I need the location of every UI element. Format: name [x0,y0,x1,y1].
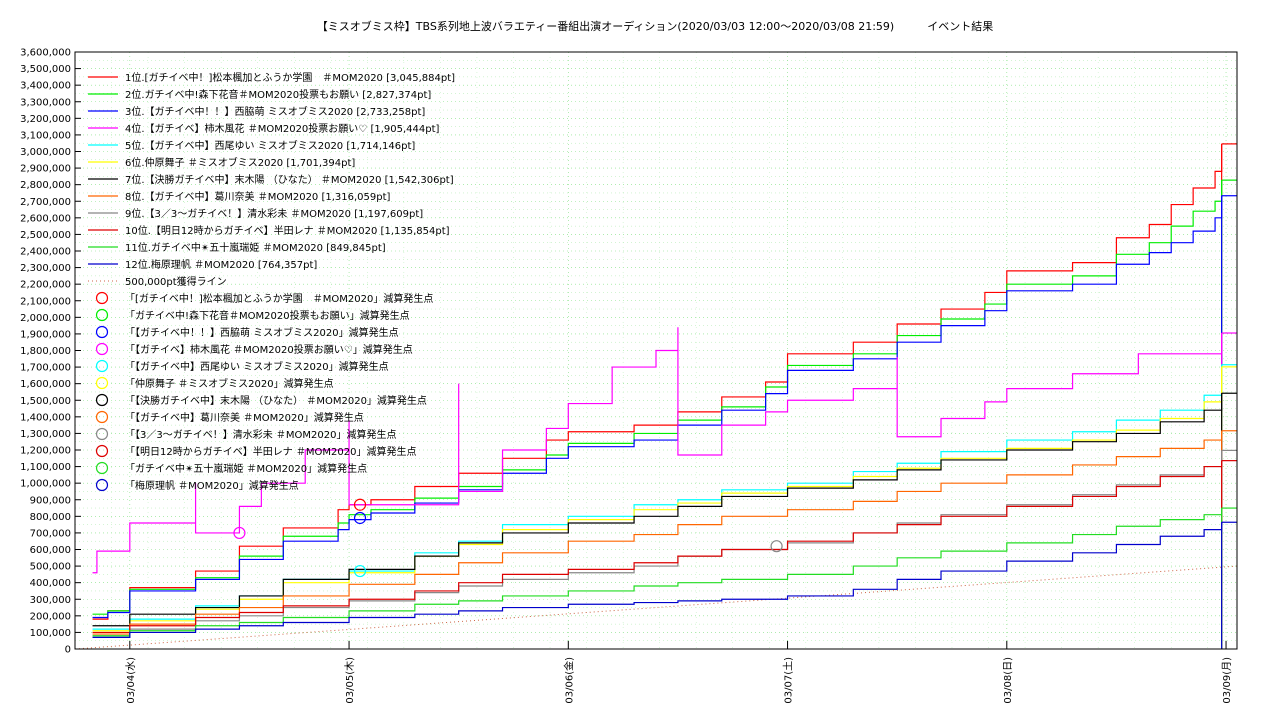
legend-marker [95,359,109,373]
y-tick-label: 3,400,000 [20,81,71,92]
legend: 1位.[ガチイベ中！]松本楓加とふうか学園 ＃MOM2020 [3,045,88… [88,71,455,492]
series-line-9 [92,450,1223,638]
legend-entry: 「【ガチイベ中】葛川奈美 ＃MOM2020」減算発生点 [125,411,364,424]
legend-entry: 6位.仲原舞子 ＃ミスオブミス2020 [1,701,394pt] [125,156,355,169]
y-tick-label: 1,600,000 [20,379,71,390]
y-tick-label: 1,200,000 [20,446,71,457]
legend-entry: 9位.【3／3〜ガチイベ！】清水彩未 ＃MOM2020 [1,197,609pt… [125,207,423,220]
legend-marker [95,444,109,458]
legend-entry: 「梅原理帆 ＃MOM2020」減算発生点 [125,479,299,492]
legend-marker [95,308,109,322]
legend-entry: 「仲原舞子 ＃ミスオブミス2020」減算発生点 [125,377,334,390]
y-tick-label: 200,000 [30,611,71,622]
y-tick-label: 1,500,000 [20,396,71,407]
y-tick-label: 3,500,000 [20,64,71,75]
series-line-11 [92,508,1223,637]
legend-entry: 8位.【ガチイベ中】葛川奈美 ＃MOM2020 [1,316,059pt] [125,190,391,203]
y-tick-label: 2,700,000 [20,197,71,208]
x-tick-label: 03/08(日) [1003,657,1014,704]
chart-title: 【ミスオブミス枠】TBS系列地上波バラエティー番組出演オーディション(2020/… [317,19,993,33]
series-line-4 [92,327,1223,574]
y-tick-label: 3,300,000 [20,97,71,108]
legend-entry: 「ガチイベ中!森下花音＃MOM2020投票もお願い」減算発生点 [125,309,410,322]
legend-entry: 5位.【ガチイベ中】西尾ゆい ミスオブミス2020 [1,714,146pt] [125,139,415,152]
legend-marker [95,325,109,339]
y-tick-label: 500,000 [30,562,71,573]
legend-entry: 3位.【ガチイベ中！！】西脇萌 ミスオブミス2020 [2,733,258pt] [125,105,425,118]
y-tick-label: 3,200,000 [20,114,71,125]
legend-entry: 11位.ガチイベ中✴︎五十嵐瑞姫 ＃MOM2020 [849,845pt] [125,241,386,254]
y-tick-label: 1,000,000 [20,479,71,490]
y-tick-label: 400,000 [30,578,71,589]
legend-entry: 「ガチイベ中✴︎五十嵐瑞姫 ＃MOM2020」減算発生点 [125,462,367,475]
legend-entry: 500,000pt獲得ライン [125,275,227,288]
y-tick-label: 1,800,000 [20,346,71,357]
legend-entry: 7位.【決勝ガチイベ中】末木陽 （ひなた） ＃MOM2020 [1,542,30… [125,173,454,186]
legend-entry: 「【ガチイベ中！！】西脇萌 ミスオブミス2020」減算発生点 [125,326,399,339]
legend-entry: 1位.[ガチイベ中！]松本楓加とふうか学園 ＃MOM2020 [3,045,88… [125,71,455,84]
y-tick-label: 1,400,000 [20,412,71,423]
drop-marker [353,498,367,511]
legend-entry: 12位.梅原理帆 ＃MOM2020 [764,357pt] [125,258,317,271]
series-line-12 [92,522,1223,638]
series-layer [74,143,1238,650]
y-tick-label: 2,100,000 [20,296,71,307]
x-tick-label: 03/05(木) [344,657,356,704]
axis-layer: 0 100,000 200,000 300,000 400,000 500,000 600,… [20,48,1233,704]
x-tick-label: 03/06(金) [562,657,575,704]
y-tick-label: 3,000,000 [20,147,71,158]
legend-entry: 「[ガチイベ中！]松本楓加とふうか学園 ＃MOM2020」減算発生点 [125,292,433,305]
series-line-7 [92,393,1223,627]
y-tick-label: 2,600,000 [20,213,71,224]
legend-entry: 「【3／3〜ガチイベ！】清水彩未 ＃MOM2020」減算発生点 [125,428,396,441]
y-tick-label: 800,000 [30,512,71,523]
y-tick-label: 900,000 [30,495,71,506]
legend-marker [95,410,109,424]
legend-marker [95,342,109,356]
legend-entry: 2位.ガチイベ中!森下花音＃MOM2020投票もお願い [2,827,374pt… [125,88,431,101]
y-tick-label: 300,000 [30,595,71,606]
x-tick-label: 03/04(水) [125,657,137,704]
legend-marker [95,393,109,407]
legend-marker [95,376,109,390]
series-line-10 [92,460,1223,634]
y-tick-label: 1,300,000 [20,429,71,440]
y-tick-label: 2,200,000 [20,280,71,291]
y-tick-label: 2,800,000 [20,180,71,191]
x-tick-label: 03/07(土) [782,657,795,704]
legend-entry: 「【明日12時からガチイベ】半田レナ ＃MOM2020」減算発生点 [125,445,416,458]
y-tick-label: 2,300,000 [20,263,71,274]
drop-marker-layer [233,498,783,578]
legend-marker [95,478,109,492]
legend-marker [95,427,109,441]
y-tick-label: 2,000,000 [20,313,71,324]
y-tick-label: 3,100,000 [20,130,71,141]
legend-entry: 「【ガチイベ】柿木風花 ＃MOM2020投票お願い♡」減算発生点 [125,343,413,356]
drop-marker [353,511,367,525]
y-tick-label: 2,900,000 [20,164,71,175]
legend-entry: 「【決勝ガチイベ中】末木陽 （ひなた） ＃MOM2020」減算発生点 [125,394,427,407]
legend-marker [95,291,109,305]
x-tick-label: 03/09(月) [1221,657,1233,704]
drop-marker [353,564,367,578]
y-tick-label: 1,700,000 [20,363,71,374]
y-tick-label: 2,500,000 [20,230,71,241]
y-tick-label: 3,600,000 [20,48,71,59]
y-tick-label: 0 [65,645,71,656]
y-tick-label: 2,400,000 [20,247,71,258]
legend-marker [95,461,109,475]
drop-marker [233,526,246,540]
y-tick-label: 100,000 [30,628,71,639]
y-tick-label: 600,000 [30,545,71,556]
legend-entry: 4位.【ガチイベ】柿木風花 ＃MOM2020投票お願い♡ [1,905,444p… [125,122,440,135]
y-tick-label: 700,000 [30,528,71,539]
legend-entry: 10位.【明日12時からガチイベ】半田レナ ＃MOM2020 [1,135,85… [125,224,450,237]
y-tick-label: 1,100,000 [20,462,71,473]
drop-marker [770,540,783,553]
legend-entry: 「【ガチイベ中】西尾ゆい ミスオブミス2020」減算発生点 [125,360,389,373]
series-line-8 [92,430,1223,635]
y-tick-label: 1,900,000 [20,329,71,340]
